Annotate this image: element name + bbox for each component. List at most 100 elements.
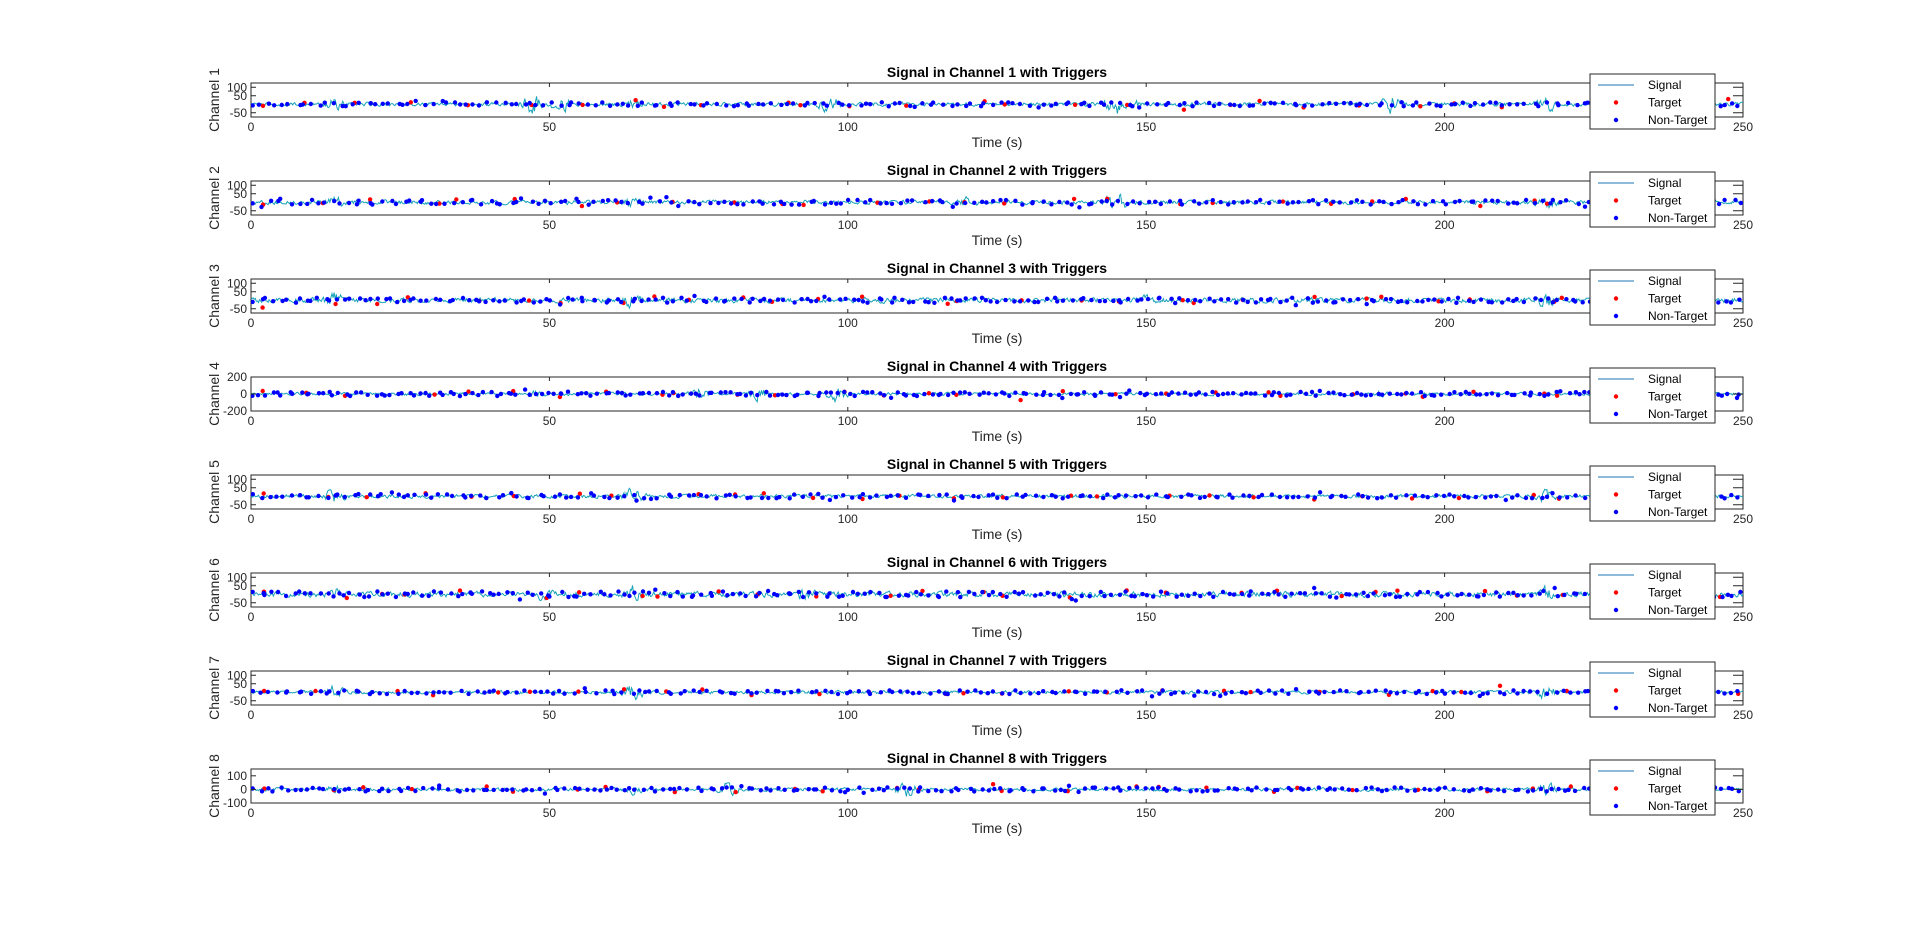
non-target-point [1217,101,1222,107]
non-target-point [704,299,709,305]
non-target-point [649,785,654,791]
non-target-point [1550,491,1555,496]
non-target-point [739,296,744,302]
non-target-point [967,391,972,396]
non-target-point [1012,589,1017,595]
non-target-point [588,592,593,597]
non-target-point [1348,100,1353,106]
non-target-point [396,492,401,497]
x-tick-label: 150 [1136,218,1156,232]
non-target-point [1253,200,1259,205]
x-axis-label: Time (s) [972,526,1023,542]
non-target-point [1485,691,1490,696]
target-point [761,491,766,496]
non-target-point [329,393,335,398]
x-tick-label: 100 [838,414,858,428]
non-target-point [628,392,633,397]
non-target-point [843,296,848,301]
non-target-point [1290,295,1295,300]
target-point [1295,785,1300,790]
non-target-point [385,591,390,596]
non-target-point [1414,100,1419,105]
non-target-point [1033,593,1038,598]
non-target-point [863,200,868,205]
non-target-point [1544,494,1550,499]
non-target-point [1738,589,1743,595]
non-target-point [1158,201,1164,207]
non-target-point [845,197,851,203]
non-target-point [258,690,263,695]
non-target-point [1284,495,1290,500]
non-target-point [1425,589,1431,595]
non-target-point [641,496,647,501]
non-target-point [1188,789,1193,794]
non-target-point [574,594,579,599]
non-target-point [379,786,385,791]
x-tick-label: 0 [248,218,255,232]
legend-non-target-swatch [1613,509,1619,515]
non-target-point [1405,788,1410,793]
y-tick-label: -50 [230,106,248,120]
non-target-point [878,690,884,695]
target-point [580,102,585,108]
non-target-point [980,787,985,792]
non-target-point [529,788,535,793]
non-target-point [1258,690,1263,695]
non-target-point [856,297,861,303]
non-target-point [496,591,501,597]
non-target-point [1102,593,1107,599]
non-target-point [1021,787,1027,793]
non-target-point [1200,789,1205,794]
non-target-point [668,494,674,499]
non-target-point [1737,297,1742,302]
non-target-point [293,591,298,596]
non-target-point [1404,390,1409,396]
non-target-point [1382,593,1388,598]
non-target-point [1153,199,1158,204]
non-target-point [724,103,729,108]
non-target-point [1173,786,1178,791]
non-target-point [1185,298,1191,303]
non-target-point [1044,296,1050,301]
non-target-point [514,494,519,499]
non-target-point [776,786,781,791]
non-target-point [958,594,963,600]
target-point [640,593,645,599]
non-target-point [1215,495,1220,500]
non-target-point [1197,495,1203,501]
non-target-point [1728,690,1734,696]
non-target-point [306,495,311,500]
non-target-point [335,492,340,497]
non-target-point [1245,299,1250,305]
non-target-point [874,493,879,498]
non-target-point [1449,102,1454,107]
non-target-point [1062,788,1068,794]
non-target-point [1466,298,1472,303]
non-target-point [431,690,436,695]
non-target-point [955,590,961,595]
non-target-point [1262,101,1267,106]
non-target-point [1580,300,1585,305]
non-target-point [902,785,907,790]
non-target-point [835,390,840,396]
non-target-point [1198,593,1203,599]
non-target-point [1110,202,1115,207]
non-target-point [954,201,959,206]
non-target-point [732,691,737,696]
non-target-point [442,201,447,206]
non-target-point [714,496,719,501]
non-target-point [1397,594,1403,599]
non-target-point [1473,494,1479,500]
non-target-point [513,392,518,397]
non-target-point [1433,690,1439,695]
non-target-point [337,591,342,596]
non-target-point [619,299,624,305]
non-target-markers [251,98,1740,110]
non-target-point [1065,200,1070,205]
non-target-point [885,785,890,790]
non-target-point [926,300,931,305]
non-target-point [1135,689,1140,694]
non-target-point [413,788,418,794]
x-tick-label: 0 [248,708,255,722]
